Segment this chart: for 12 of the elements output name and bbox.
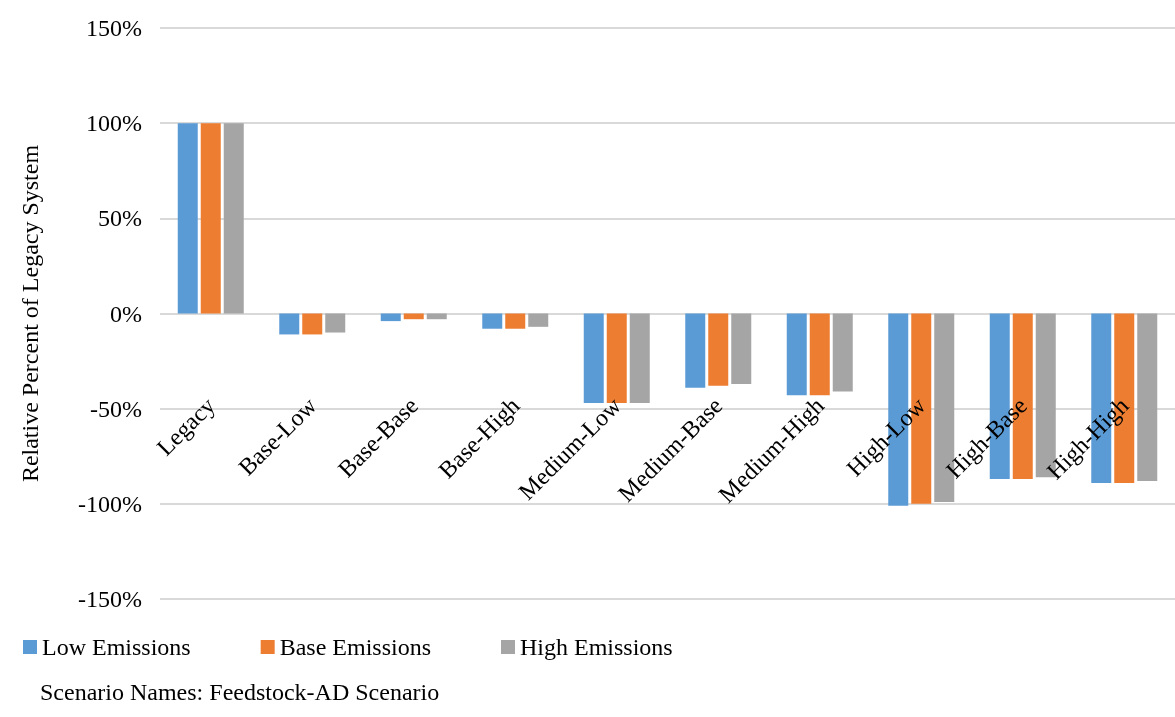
y-tick-label: 100% [86, 110, 142, 137]
y-tick-label: -50% [90, 395, 143, 422]
legend-label: Low Emissions [42, 634, 191, 660]
legend-label: Base Emissions [279, 634, 432, 660]
y-tick-label: -100% [78, 490, 143, 517]
y-axis-title: Relative Percent of Legacy System [17, 144, 43, 483]
y-tick-label: -150% [78, 586, 143, 612]
y-tick-label: 0% [110, 300, 142, 327]
text: Scenario Names: Feedstock-AD Scenario [40, 679, 440, 705]
y-tick-label: 150% [86, 15, 142, 41]
legend-label: High Emissions [520, 634, 673, 660]
y-tick-label: 50% [98, 205, 142, 232]
